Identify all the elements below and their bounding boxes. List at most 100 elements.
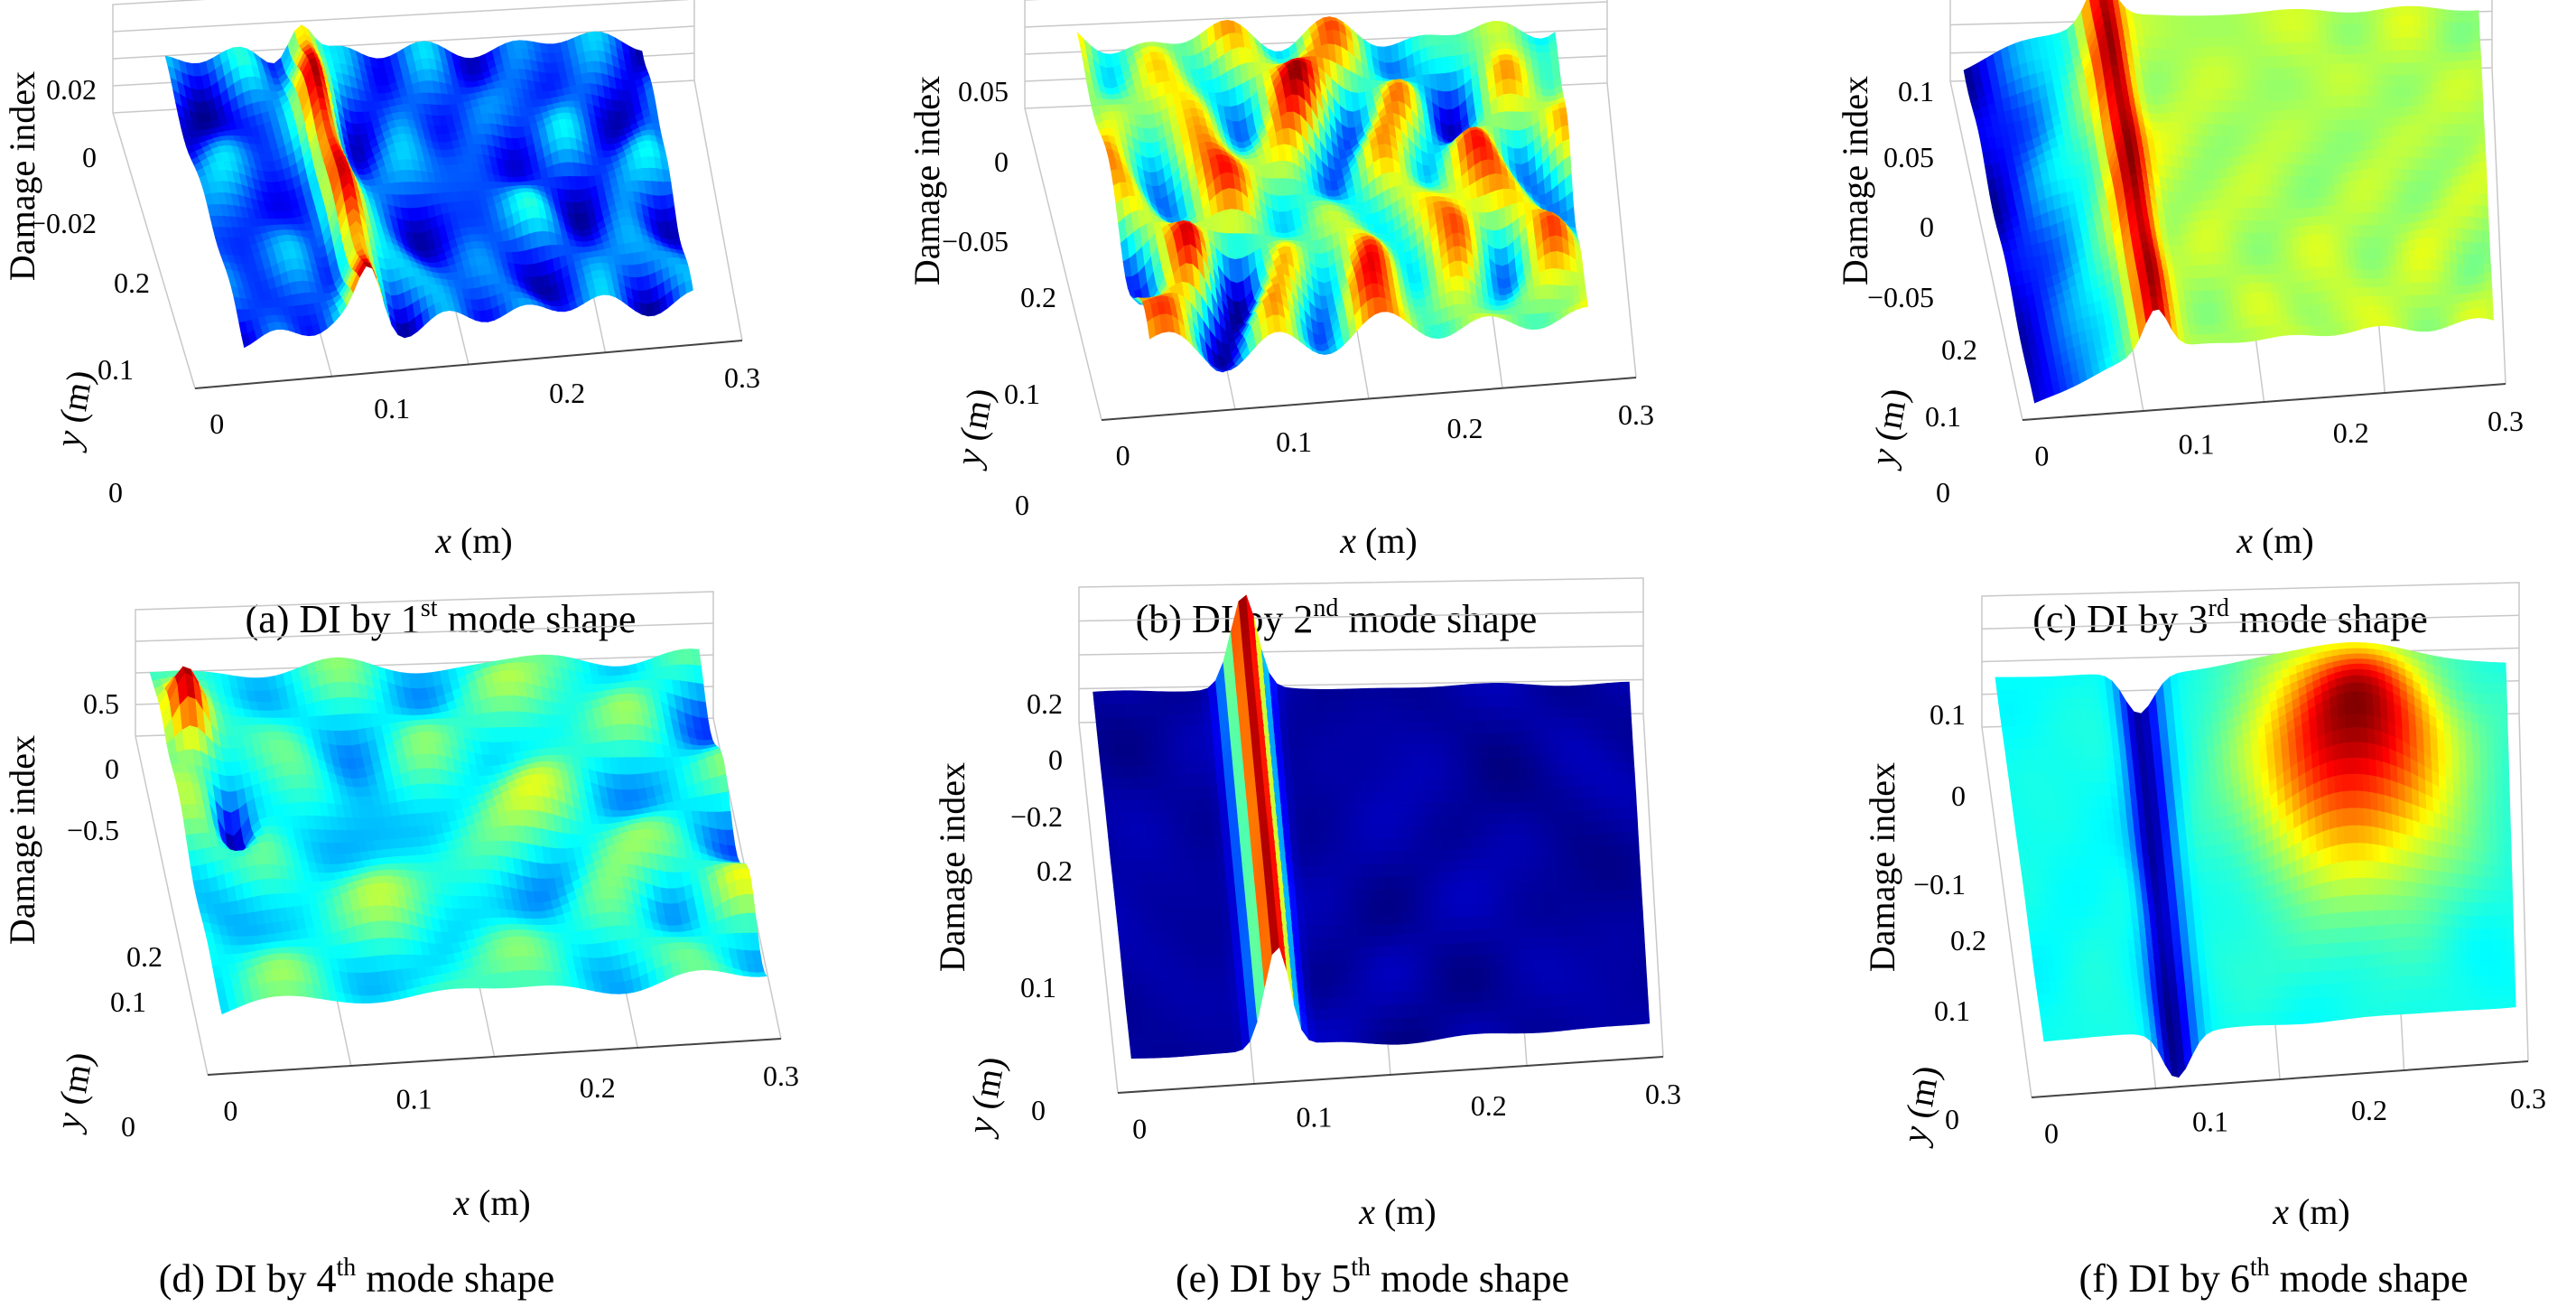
surface-b: [1076, 16, 1589, 373]
xtick-c-1: 0.1: [2179, 428, 2215, 461]
ztick-e-2: −0.2: [1010, 800, 1063, 833]
ylabel-unit-d: (m): [50, 1050, 100, 1117]
xlabel-b: x (m): [1339, 520, 1418, 561]
xtick-a-1: 0.1: [374, 392, 410, 425]
surface-a: [164, 24, 693, 349]
xtick-b-3: 0.3: [1618, 398, 1654, 431]
ztick-b-2: −0.05: [942, 225, 1009, 257]
caption-sup-d: th: [337, 1254, 357, 1282]
xtick-f-2: 0.2: [2351, 1094, 2387, 1126]
ylabel-b: y (m): [946, 386, 1000, 472]
ylabel-e: y (m): [958, 1054, 1012, 1141]
xtick-b-1: 0.1: [1276, 425, 1312, 458]
ztick-f-0: 0.1: [1930, 698, 1966, 731]
ytick-e-1: 0.1: [1020, 971, 1056, 1003]
xlabel-unit-a: (m): [451, 520, 513, 561]
xtick-a-2: 0.2: [549, 377, 585, 409]
xtick-a-0: 0: [209, 407, 224, 440]
ylabel-unit-a: (m): [50, 368, 100, 435]
ytick-d-0: 0.2: [126, 940, 163, 973]
zlabel-e: Damage index: [932, 762, 972, 972]
caption-suffix-c: mode shape: [2229, 597, 2428, 641]
ztick-f-1: 0: [1951, 779, 1966, 812]
xtick-b-2: 0.2: [1447, 412, 1483, 444]
ylabel-unit-e: (m): [962, 1054, 1012, 1122]
ztick-b-0: 0.05: [958, 75, 1009, 107]
caption-suffix-a: mode shape: [438, 597, 637, 641]
xlabel-var-d: x: [452, 1182, 470, 1223]
xtick-c-3: 0.3: [2488, 405, 2524, 437]
zlabel-c: Damage index: [1835, 76, 1875, 285]
ytick-d-1: 0.1: [110, 985, 146, 1018]
ytick-e-0: 0.2: [1037, 854, 1073, 887]
ztick-a-1: 0: [82, 141, 97, 173]
ylabel-c: y (m): [1861, 386, 1915, 472]
xtick-e-0: 0: [1132, 1112, 1147, 1144]
xlabel-unit-d: (m): [470, 1182, 531, 1223]
ztick-c-2: 0: [1920, 210, 1934, 243]
xtick-a-3: 0.3: [724, 361, 760, 394]
ztick-d-1: 0: [105, 752, 119, 785]
ytick-c-1: 0.1: [1925, 400, 1961, 433]
ztick-e-0: 0.2: [1027, 687, 1063, 720]
surface-e: [1093, 594, 1651, 1059]
ztick-c-0: 0.1: [1898, 75, 1934, 107]
xtick-f-1: 0.1: [2192, 1106, 2228, 1138]
caption-sup-c: rd: [2209, 594, 2229, 622]
xlabel-var-a: x: [434, 520, 451, 561]
surface-d: [149, 649, 767, 1015]
caption-a: (a) DI by 1st mode shape: [246, 594, 637, 641]
ylabel-unit-b: (m): [950, 386, 1000, 453]
caption-suffix-b: mode shape: [1338, 597, 1537, 641]
caption-sup-f: th: [2250, 1254, 2270, 1282]
panel-a: 0.02 0 −0.02 0.2 0.1 0 0 0.1 0.2 0.3 Damage index y…: [2, 0, 760, 641]
caption-suffix-d: mode shape: [356, 1256, 554, 1301]
panel-d: 0.5 0 −0.5 0.2 0.1 0 0 0.1 0.2 0.3 Damage index y (…: [2, 591, 799, 1301]
ytick-e-2: 0: [1031, 1094, 1046, 1126]
caption-suffix-e: mode shape: [1371, 1256, 1569, 1301]
caption-prefix-f: (f) DI by 6: [2078, 1256, 2249, 1301]
ztick-e-1: 0: [1048, 743, 1063, 776]
xlabel-d: x (m): [452, 1182, 531, 1223]
xtick-f-0: 0: [2044, 1116, 2059, 1149]
ztick-c-3: −0.05: [1867, 281, 1934, 313]
ylabel-d: y (m): [46, 1050, 100, 1136]
zlabel-a: Damage index: [2, 71, 42, 281]
ylabel-f: y (m): [1892, 1063, 1947, 1150]
xlabel-f: x (m): [2272, 1191, 2350, 1232]
panel-b: 0.05 0 −0.05 0.2 0.1 0 0 0.1 0.2 0.3 Damage index y…: [907, 0, 1654, 641]
surface-c: [1963, 0, 2494, 404]
xlabel-unit-c: (m): [2253, 520, 2314, 561]
xtick-d-2: 0.2: [580, 1071, 616, 1104]
ztick-a-0: 0.02: [46, 73, 97, 106]
ytick-b-2: 0: [1015, 489, 1029, 521]
ytick-d-2: 0: [121, 1110, 135, 1143]
panel-e: 0.2 0 −0.2 0.2 0.1 0 0 0.1 0.2 0.3 Damage index y (…: [932, 577, 1681, 1301]
surface-f: [1995, 641, 2516, 1078]
ztick-f-2: −0.1: [1913, 868, 1966, 901]
xlabel-e: x (m): [1358, 1191, 1437, 1232]
ytick-c-0: 0.2: [1941, 333, 1977, 366]
xlabel-c: x (m): [2236, 520, 2314, 561]
caption-e: (e) DI by 5th mode shape: [1176, 1254, 1569, 1301]
xlabel-a: x (m): [434, 520, 513, 561]
ytick-f-2: 0: [1945, 1103, 1959, 1135]
ylabel-a: y (m): [46, 368, 100, 454]
xlabel-unit-e: (m): [1375, 1191, 1437, 1232]
xlabel-unit-f: (m): [2289, 1191, 2350, 1232]
caption-sup-a: st: [421, 594, 438, 622]
ytick-a-0: 0.2: [114, 266, 150, 299]
panel-f: 0.1 0 −0.1 0.2 0.1 0 0 0.1 0.2 0.3 Damage index y (…: [1862, 582, 2546, 1301]
caption-prefix-d: (d) DI by 4: [159, 1256, 337, 1301]
caption-prefix-c: (c) DI by 3: [2032, 597, 2208, 641]
xlabel-unit-b: (m): [1356, 520, 1418, 561]
caption-sup-b: nd: [1313, 594, 1338, 622]
xtick-e-3: 0.3: [1645, 1078, 1681, 1110]
caption-b: (b) DI by 2nd mode shape: [1136, 594, 1538, 641]
xtick-d-3: 0.3: [763, 1059, 799, 1092]
xtick-c-2: 0.2: [2333, 416, 2369, 449]
ztick-d-2: −0.5: [67, 814, 119, 846]
caption-f: (f) DI by 6th mode shape: [2078, 1254, 2468, 1301]
